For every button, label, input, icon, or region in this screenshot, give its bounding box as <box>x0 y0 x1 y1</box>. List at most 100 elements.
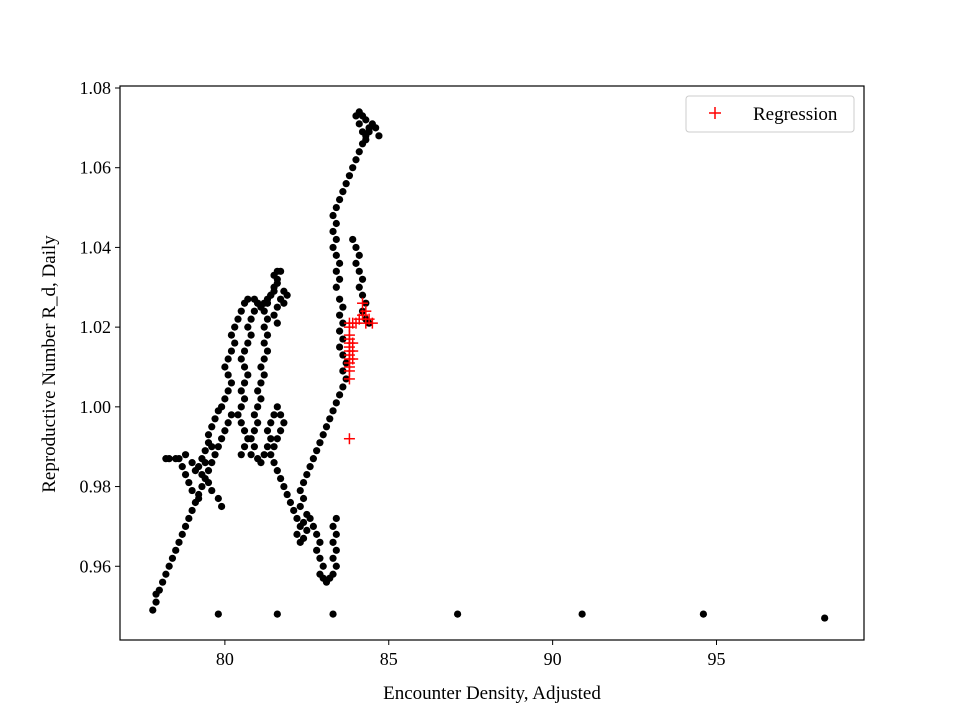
data-point <box>224 371 232 379</box>
data-point <box>208 459 216 467</box>
legend-label-regression: Regression <box>753 104 838 125</box>
data-point <box>293 514 301 523</box>
data-point <box>313 530 321 538</box>
regression-point <box>360 317 372 329</box>
data-point <box>227 411 236 419</box>
data-point <box>283 490 291 499</box>
data-point <box>306 514 314 523</box>
data-point <box>309 522 317 531</box>
data-point <box>332 219 340 228</box>
y-tick-label: 1.06 <box>80 158 112 178</box>
data-point <box>240 395 249 403</box>
data-point <box>339 303 347 311</box>
data-point <box>339 319 347 327</box>
data-point <box>201 459 209 467</box>
data-point <box>214 443 222 451</box>
data-point <box>237 403 245 411</box>
data-point <box>172 455 180 463</box>
data-point <box>267 291 275 299</box>
data-point <box>332 235 340 244</box>
data-point <box>240 379 249 387</box>
data-point <box>276 267 285 275</box>
data-point <box>247 315 255 323</box>
data-point <box>247 451 255 459</box>
legend-box <box>685 95 855 133</box>
data-point <box>329 522 337 531</box>
data-point <box>339 383 347 391</box>
data-point <box>296 486 304 495</box>
data-point <box>303 526 311 534</box>
data-point <box>244 435 252 443</box>
x-tick-label: 90 <box>544 649 562 669</box>
data-point <box>699 610 708 618</box>
data-point <box>257 395 265 403</box>
data-point <box>181 470 190 479</box>
data-point <box>185 478 193 487</box>
data-point <box>159 578 167 586</box>
data-point <box>218 502 226 511</box>
data-point <box>358 128 367 136</box>
data-point <box>204 431 213 439</box>
data-point <box>224 355 232 363</box>
data-point <box>178 463 186 471</box>
data-point <box>162 455 170 463</box>
data-point <box>218 435 226 443</box>
y-tick-label: 1.08 <box>80 78 112 98</box>
data-point <box>260 323 268 331</box>
data-point <box>155 586 163 594</box>
data-point <box>175 538 183 546</box>
data-point <box>254 299 262 307</box>
data-point <box>181 451 190 459</box>
data-point <box>185 514 193 523</box>
data-point <box>329 554 337 562</box>
data-point <box>234 315 242 323</box>
data-point <box>263 347 272 355</box>
data-point <box>263 427 272 435</box>
data-point <box>355 120 363 128</box>
data-point <box>280 287 288 295</box>
data-point <box>263 331 272 339</box>
data-point <box>260 307 268 315</box>
data-point <box>355 251 363 259</box>
data-point <box>188 486 196 495</box>
data-point <box>352 259 360 267</box>
data-point <box>244 295 252 303</box>
data-point <box>313 447 321 455</box>
data-point <box>172 546 180 554</box>
data-point <box>221 363 229 371</box>
data-point <box>257 459 265 467</box>
data-point <box>349 164 357 172</box>
data-point <box>267 419 275 427</box>
data-point <box>198 470 206 479</box>
data-point <box>332 283 340 291</box>
data-point <box>260 371 268 379</box>
data-point <box>335 259 344 267</box>
data-point <box>821 614 829 622</box>
data-point <box>319 562 327 570</box>
data-point <box>335 311 344 319</box>
data-point <box>322 423 331 431</box>
data-point <box>339 367 347 375</box>
x-tick-label: 95 <box>708 649 726 669</box>
data-point <box>188 506 196 515</box>
data-point <box>237 419 245 427</box>
data-point <box>339 188 347 196</box>
data-point <box>152 598 160 606</box>
data-point <box>329 243 337 252</box>
data-marks <box>149 108 829 622</box>
data-point <box>263 315 272 323</box>
data-point <box>195 463 203 471</box>
data-point <box>273 275 281 283</box>
data-point <box>329 570 337 578</box>
data-point <box>319 431 327 439</box>
data-point <box>224 387 232 395</box>
x-tick-label: 80 <box>216 649 234 669</box>
data-point <box>276 427 285 435</box>
data-point <box>453 610 462 618</box>
data-point <box>250 307 258 315</box>
data-point <box>250 443 258 451</box>
data-point <box>299 494 308 503</box>
data-point <box>276 411 285 419</box>
data-point <box>329 610 337 618</box>
data-point <box>276 295 285 303</box>
